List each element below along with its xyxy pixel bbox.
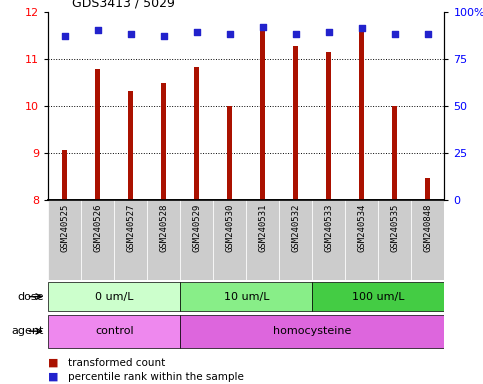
Bar: [260, 30, 265, 200]
Text: GSM240535: GSM240535: [390, 204, 399, 252]
Text: ■: ■: [48, 372, 59, 382]
Bar: [62, 150, 67, 200]
Text: ■: ■: [48, 358, 59, 368]
Bar: [378, 200, 412, 280]
Point: [160, 33, 168, 39]
Text: GSM240532: GSM240532: [291, 204, 300, 252]
Bar: [180, 200, 213, 280]
Point: [94, 27, 102, 33]
Point: [259, 23, 267, 30]
Text: agent: agent: [11, 326, 43, 336]
Bar: [279, 200, 313, 280]
Bar: [392, 106, 398, 200]
Bar: [313, 200, 345, 280]
Text: GSM240533: GSM240533: [325, 204, 333, 252]
Bar: [48, 200, 81, 280]
Bar: [345, 200, 378, 280]
Bar: [194, 67, 199, 200]
Bar: [246, 200, 279, 280]
Point: [127, 31, 135, 37]
Bar: [227, 106, 232, 200]
Text: GSM240529: GSM240529: [192, 204, 201, 252]
Bar: [161, 83, 166, 200]
Bar: [426, 177, 430, 200]
Text: GSM240528: GSM240528: [159, 204, 168, 252]
Text: transformed count: transformed count: [68, 358, 165, 368]
Point: [391, 31, 399, 37]
Point: [193, 29, 201, 35]
Text: homocysteine: homocysteine: [273, 326, 352, 336]
Bar: [180, 315, 444, 348]
Text: GSM240848: GSM240848: [424, 204, 432, 252]
Point: [424, 31, 432, 37]
Bar: [359, 31, 364, 200]
Bar: [327, 53, 331, 200]
Point: [292, 31, 299, 37]
Bar: [48, 315, 180, 348]
Bar: [293, 46, 298, 200]
Bar: [95, 69, 100, 200]
Bar: [48, 282, 180, 311]
Point: [358, 25, 366, 31]
Bar: [81, 200, 114, 280]
Bar: [180, 282, 313, 311]
Point: [61, 33, 69, 39]
Text: GSM240534: GSM240534: [357, 204, 366, 252]
Text: 0 um/L: 0 um/L: [95, 291, 134, 302]
Text: 10 um/L: 10 um/L: [224, 291, 269, 302]
Text: 100 um/L: 100 um/L: [352, 291, 405, 302]
Bar: [128, 91, 133, 200]
Text: GSM240525: GSM240525: [60, 204, 69, 252]
Bar: [313, 282, 444, 311]
Point: [226, 31, 234, 37]
Bar: [412, 200, 444, 280]
Text: GSM240530: GSM240530: [226, 204, 234, 252]
Text: GSM240531: GSM240531: [258, 204, 267, 252]
Point: [325, 29, 333, 35]
Bar: [114, 200, 147, 280]
Bar: [147, 200, 180, 280]
Text: dose: dose: [17, 291, 43, 302]
Bar: [213, 200, 246, 280]
Text: percentile rank within the sample: percentile rank within the sample: [68, 372, 243, 382]
Text: control: control: [95, 326, 134, 336]
Text: GDS3413 / 5029: GDS3413 / 5029: [72, 0, 175, 10]
Text: GSM240527: GSM240527: [127, 204, 135, 252]
Text: GSM240526: GSM240526: [93, 204, 102, 252]
